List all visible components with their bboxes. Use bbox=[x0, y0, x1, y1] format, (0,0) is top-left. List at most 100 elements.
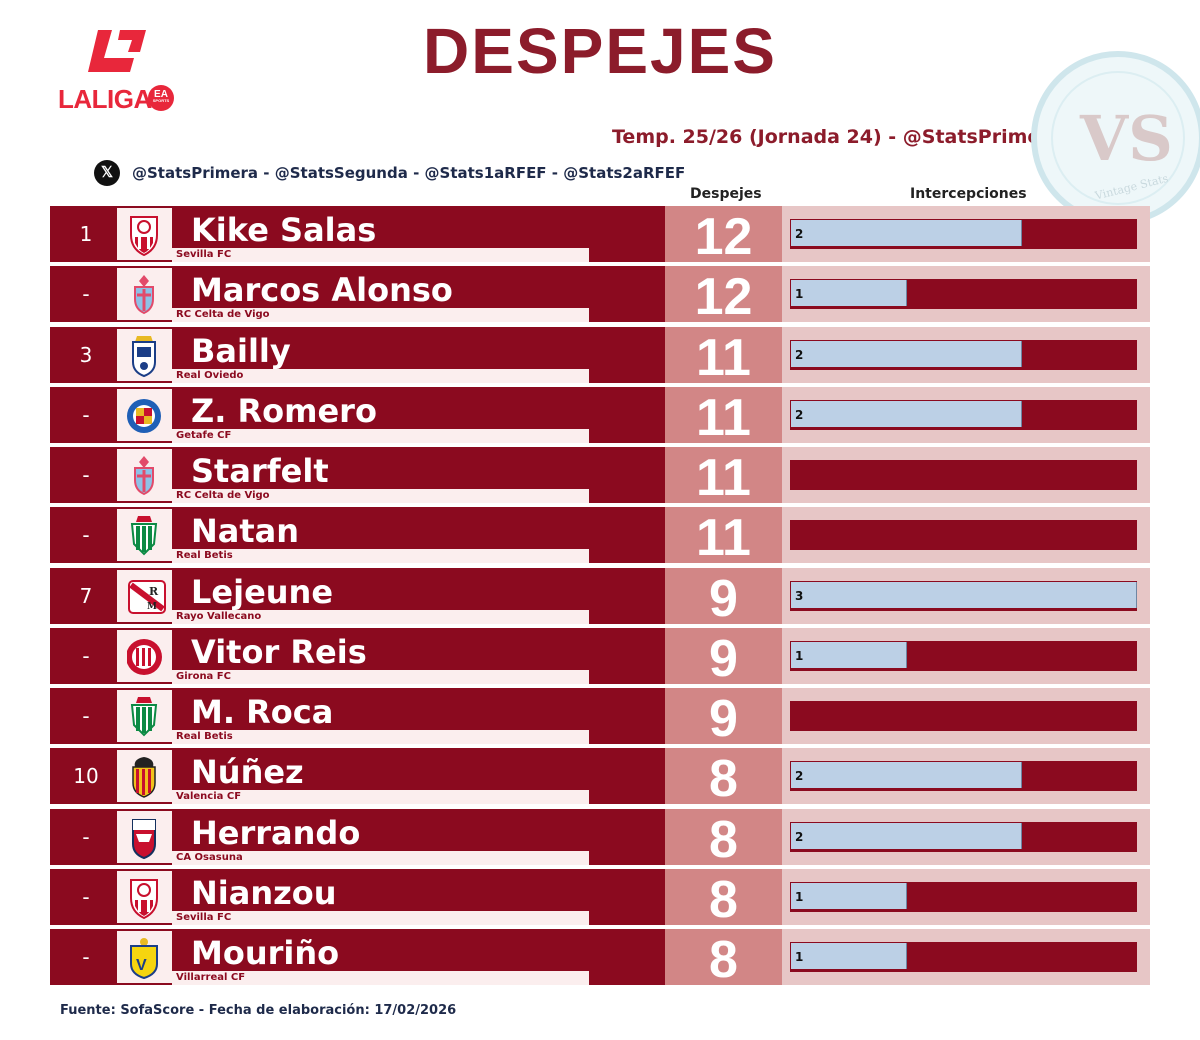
intercepciones-cell: 1 bbox=[782, 929, 1150, 985]
intercepciones-bar: 1 bbox=[791, 641, 907, 668]
team-bar: Real Betis bbox=[172, 730, 589, 744]
player-name: Vitor Reis bbox=[191, 632, 367, 671]
betis-crest-icon bbox=[130, 516, 158, 556]
rank-value: - bbox=[82, 282, 90, 307]
ea-badge-text: EA bbox=[154, 89, 168, 100]
despejes-cell: 12 bbox=[665, 206, 782, 266]
intercepciones-label: 1 bbox=[795, 648, 804, 663]
despejes-cell: 11 bbox=[665, 386, 782, 446]
team-name: CA Osasuna bbox=[176, 851, 243, 863]
player-name: Bailly bbox=[191, 331, 291, 370]
intercepciones-track: 1 bbox=[790, 881, 1137, 912]
rank-value: - bbox=[82, 463, 90, 487]
team-bar: Getafe CF bbox=[172, 428, 589, 443]
intercepciones-track: 2 bbox=[790, 399, 1137, 430]
intercepciones-label: 2 bbox=[795, 347, 804, 362]
team-crest bbox=[117, 629, 172, 682]
intercepciones-track: 2 bbox=[790, 761, 1137, 792]
despejes-value: 8 bbox=[709, 810, 738, 869]
player-name: Natan bbox=[191, 512, 300, 551]
player-name: Starfelt bbox=[191, 452, 329, 490]
despejes-cell: 9 bbox=[665, 627, 782, 688]
table-row: - Marcos Alonso RC Celta de Vigo 12 1 bbox=[50, 266, 1152, 325]
intercepciones-label: 3 bbox=[795, 588, 804, 603]
table-row: - Natan Real Betis 11 bbox=[50, 507, 1152, 566]
intercepciones-label: 2 bbox=[795, 769, 804, 784]
table-row: - Z. Romero Getafe CF 11 2 bbox=[50, 386, 1152, 446]
team-name: Real Betis bbox=[176, 550, 233, 562]
rayo-crest-icon: RM bbox=[128, 579, 166, 614]
intercepciones-track: 2 bbox=[790, 339, 1137, 370]
intercepciones-track: 3 bbox=[790, 580, 1137, 611]
team-crest bbox=[117, 388, 172, 441]
x-logo-icon: 𝕏 bbox=[94, 160, 120, 186]
rank-value: - bbox=[82, 523, 90, 548]
rank-value: - bbox=[82, 402, 90, 427]
team-name: Real Betis bbox=[176, 731, 233, 742]
intercepciones-label: 2 bbox=[795, 227, 804, 241]
intercepciones-bar: 2 bbox=[791, 220, 1022, 246]
intercepciones-track bbox=[790, 520, 1137, 551]
intercepciones-cell bbox=[782, 447, 1150, 503]
despejes-value: 9 bbox=[709, 690, 738, 748]
team-bar: Villarreal CF bbox=[172, 971, 589, 985]
despejes-value: 11 bbox=[696, 449, 751, 507]
despejes-cell: 12 bbox=[665, 266, 782, 325]
column-header-intercepciones: Intercepciones bbox=[910, 186, 1027, 202]
intercepciones-track bbox=[790, 701, 1137, 731]
team-name: RC Celta de Vigo bbox=[176, 490, 270, 501]
despejes-value: 12 bbox=[694, 208, 753, 266]
intercepciones-cell bbox=[782, 688, 1150, 744]
team-crest bbox=[117, 870, 172, 923]
intercepciones-bar: 1 bbox=[791, 943, 907, 969]
season-label: Temp. 25/26 (Jornada 24) - @StatsPrimera bbox=[612, 126, 1063, 148]
player-name: Marcos Alonso bbox=[191, 271, 453, 310]
team-bar: RC Celta de Vigo bbox=[172, 308, 589, 323]
player-name: Nianzou bbox=[191, 873, 337, 912]
intercepciones-track: 1 bbox=[790, 279, 1137, 310]
team-name: RC Celta de Vigo bbox=[176, 309, 270, 321]
team-crest bbox=[117, 750, 172, 803]
intercepciones-label: 1 bbox=[795, 889, 804, 904]
intercepciones-bar: 2 bbox=[791, 762, 1022, 789]
svg-text:V: V bbox=[136, 957, 147, 974]
player-name: Lejeune bbox=[191, 572, 334, 611]
team-name: Villarreal CF bbox=[176, 972, 246, 983]
column-header-despejes: Despejes bbox=[690, 186, 762, 202]
osasuna-crest-icon bbox=[132, 818, 156, 859]
rank-value: - bbox=[82, 945, 90, 969]
despejes-cell: 11 bbox=[665, 447, 782, 507]
intercepciones-label: 2 bbox=[795, 407, 804, 422]
table-row: - Nianzou Sevilla FC 8 1 bbox=[50, 868, 1152, 929]
intercepciones-cell bbox=[782, 507, 1150, 564]
team-name: Real Oviedo bbox=[176, 369, 244, 381]
oviedo-crest-icon bbox=[132, 335, 156, 377]
page-title: DESPEJES bbox=[423, 15, 777, 87]
team-crest bbox=[117, 690, 172, 742]
despejes-value: 8 bbox=[709, 750, 738, 809]
team-bar: Real Betis bbox=[172, 549, 589, 564]
celta-crest-icon bbox=[134, 275, 154, 315]
intercepciones-cell: 1 bbox=[782, 266, 1150, 323]
intercepciones-cell: 3 bbox=[782, 567, 1150, 624]
team-name: Rayo Vallecano bbox=[176, 610, 262, 622]
team-crest bbox=[117, 268, 172, 321]
team-crest bbox=[117, 509, 172, 562]
player-name: Herrando bbox=[191, 813, 361, 852]
despejes-value: 9 bbox=[709, 629, 738, 688]
intercepciones-bar: 1 bbox=[791, 882, 907, 909]
rank-value: 1 bbox=[79, 222, 93, 246]
table-row: 3 Bailly Real Oviedo 11 2 bbox=[50, 326, 1152, 386]
intercepciones-track: 2 bbox=[790, 821, 1137, 852]
despejes-value: 8 bbox=[709, 870, 738, 929]
despejes-cell: 8 bbox=[665, 748, 782, 809]
laliga-logo: LALIGA EA SPORTS bbox=[56, 22, 180, 118]
intercepciones-cell: 2 bbox=[782, 808, 1150, 865]
team-bar: Rayo Vallecano bbox=[172, 609, 589, 624]
table-row: 1 Kike Salas Sevilla FC 12 2 bbox=[50, 206, 1152, 266]
despejes-cell: 8 bbox=[665, 868, 782, 929]
player-name: Kike Salas bbox=[191, 211, 377, 249]
intercepciones-cell: 2 bbox=[782, 748, 1150, 805]
player-name: Núñez bbox=[191, 753, 304, 792]
despejes-cell: 11 bbox=[665, 507, 782, 566]
